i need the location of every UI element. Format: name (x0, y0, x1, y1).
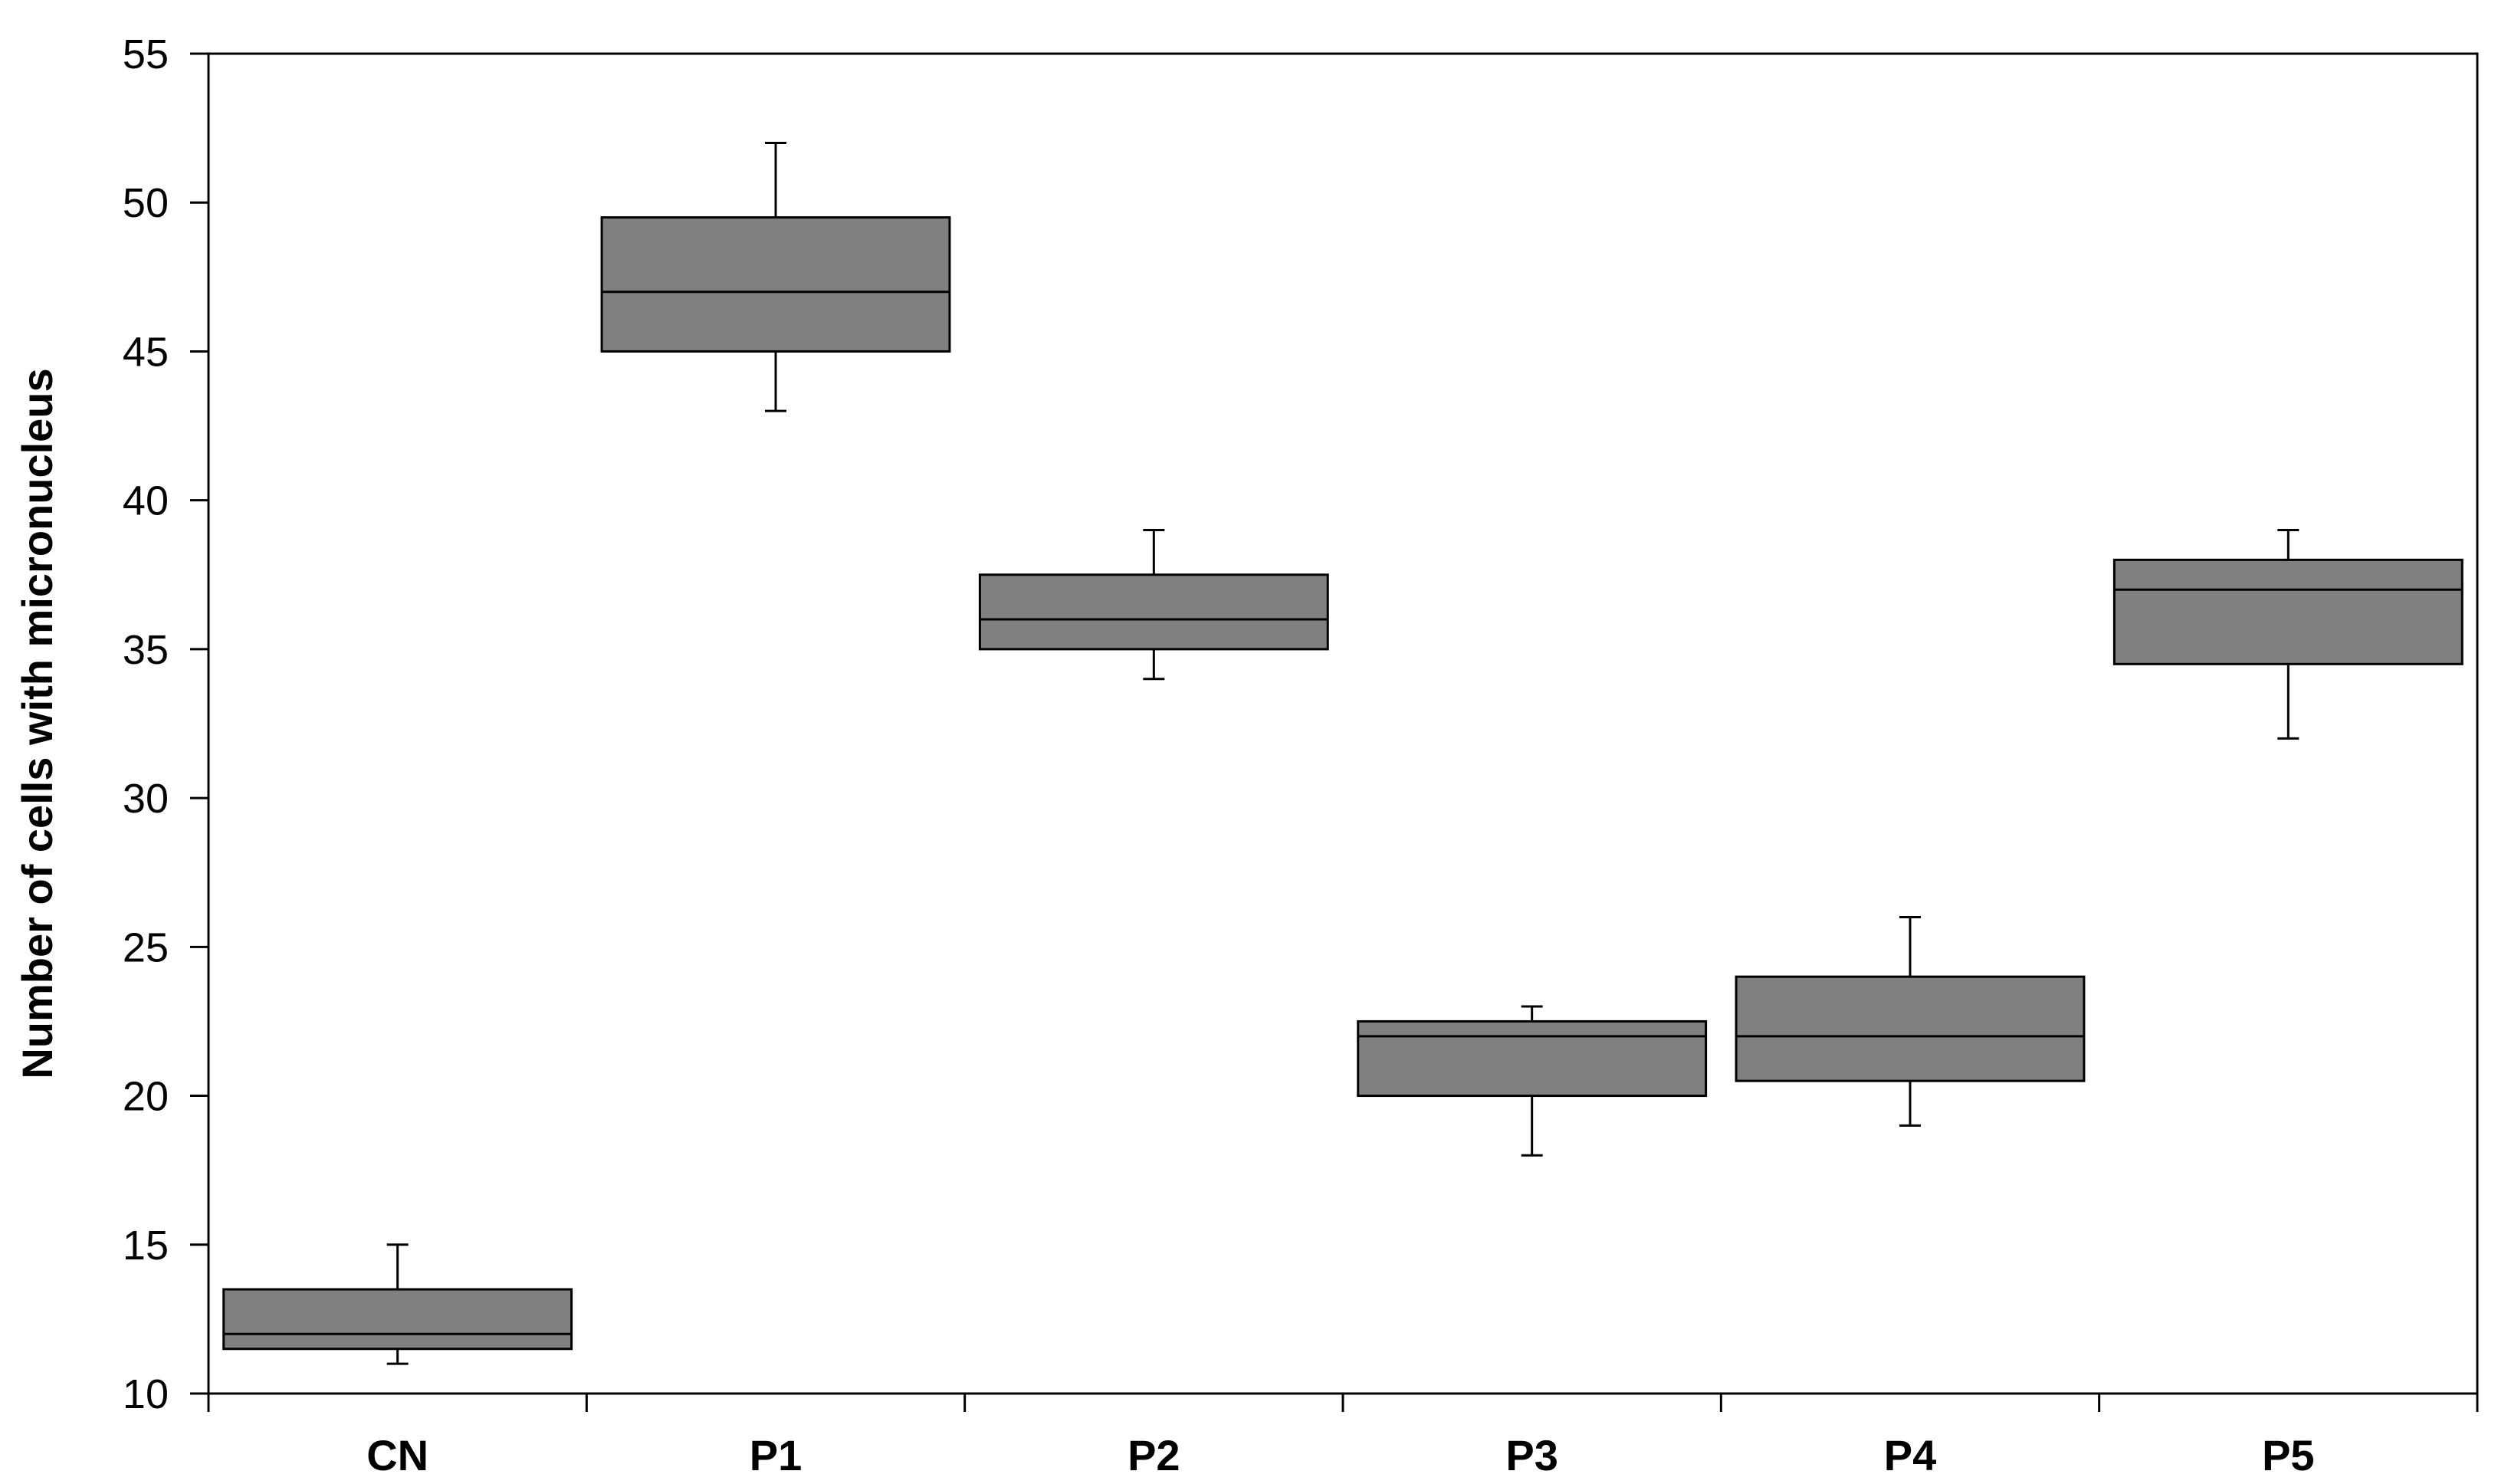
y-tick-label: 15 (123, 1223, 169, 1269)
y-tick-label: 25 (123, 924, 169, 970)
x-axis: CN P1 P2 P3 P4 P5 (207, 1394, 2479, 1479)
x-category-label: P2 (1128, 1431, 1180, 1479)
y-tick-label: 45 (123, 329, 169, 375)
box-p2 (978, 529, 1329, 681)
y-tick-label: 10 (123, 1371, 169, 1417)
x-category-label: CN (366, 1431, 428, 1479)
x-category-label: P5 (2262, 1431, 2315, 1479)
y-axis-title: Number of cells with micronucleus (13, 368, 61, 1079)
box-iqr (978, 573, 1329, 651)
y-tick-label: 50 (123, 180, 169, 226)
y-tick-label: 55 (123, 31, 169, 77)
box-iqr (222, 1288, 573, 1351)
box-p1 (600, 142, 951, 412)
box-p5 (2112, 529, 2464, 740)
plot-frame (207, 52, 2479, 1395)
y-tick-label: 35 (123, 627, 169, 673)
x-category-label: P3 (1505, 1431, 1558, 1479)
box-iqr (600, 216, 951, 353)
box-iqr (2112, 558, 2464, 665)
box-iqr (1357, 1019, 1708, 1098)
box-p4 (1735, 915, 2086, 1127)
y-tick-label: 40 (123, 478, 169, 524)
box-iqr (1735, 975, 2086, 1082)
boxes (222, 142, 2464, 1365)
plot-area-border (207, 52, 2479, 1395)
box-p3 (1357, 1005, 1708, 1157)
box-cn (222, 1243, 573, 1365)
x-category-label: P4 (1884, 1431, 1937, 1479)
x-category-label: P1 (750, 1431, 803, 1479)
y-tick-label: 30 (123, 776, 169, 822)
y-tick-label: 20 (123, 1074, 169, 1120)
y-axis: 10 15 20 25 30 35 40 45 50 55 (123, 31, 208, 1417)
